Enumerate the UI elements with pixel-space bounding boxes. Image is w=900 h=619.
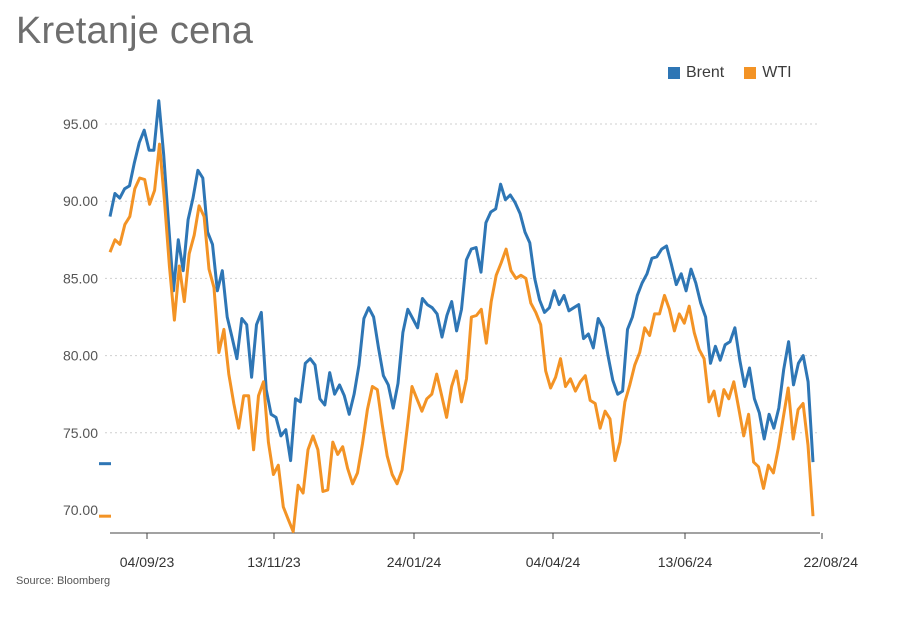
x-tick-label: 04/09/23 bbox=[120, 554, 175, 570]
y-tick-label: 85.00 bbox=[63, 270, 98, 286]
gridlines bbox=[105, 123, 818, 434]
y-tick-label: 70.00 bbox=[63, 502, 98, 518]
legend-label-brent: Brent bbox=[686, 64, 725, 81]
y-tick-label: 95.00 bbox=[63, 116, 98, 132]
y-tick-label: 80.00 bbox=[63, 348, 98, 364]
series-line-wti bbox=[108, 142, 815, 534]
x-axis: 04/09/23 13/11/23 24/01/24 04/04/24 13/06/24… bbox=[120, 533, 858, 570]
y-tick-label: 75.00 bbox=[63, 425, 98, 441]
last-value-markers bbox=[99, 462, 111, 518]
x-tick-label: 13/06/24 bbox=[658, 554, 713, 570]
legend-item-wti: WTI bbox=[744, 64, 792, 82]
x-tick-label: 13/11/23 bbox=[247, 554, 301, 570]
chart-title: Kretanje cena bbox=[16, 10, 254, 52]
legend-label-wti: WTI bbox=[762, 64, 792, 81]
series-lines bbox=[108, 99, 815, 534]
legend-swatch-wti bbox=[744, 67, 757, 79]
legend: Brent WTI bbox=[668, 64, 804, 82]
x-tick-label: 24/01/24 bbox=[387, 554, 442, 570]
series-line-brent bbox=[108, 99, 815, 463]
legend-item-brent: Brent bbox=[668, 64, 724, 82]
x-tick-label: 22/08/24 bbox=[804, 554, 859, 570]
y-tick-label: 90.00 bbox=[63, 193, 98, 209]
y-axis: 95.00 90.00 85.00 80.00 75.00 70.00 bbox=[63, 116, 98, 518]
source-note: Source: Bloomberg bbox=[16, 575, 111, 587]
legend-swatch-brent bbox=[668, 67, 680, 79]
x-tick-label: 04/04/24 bbox=[526, 554, 581, 570]
